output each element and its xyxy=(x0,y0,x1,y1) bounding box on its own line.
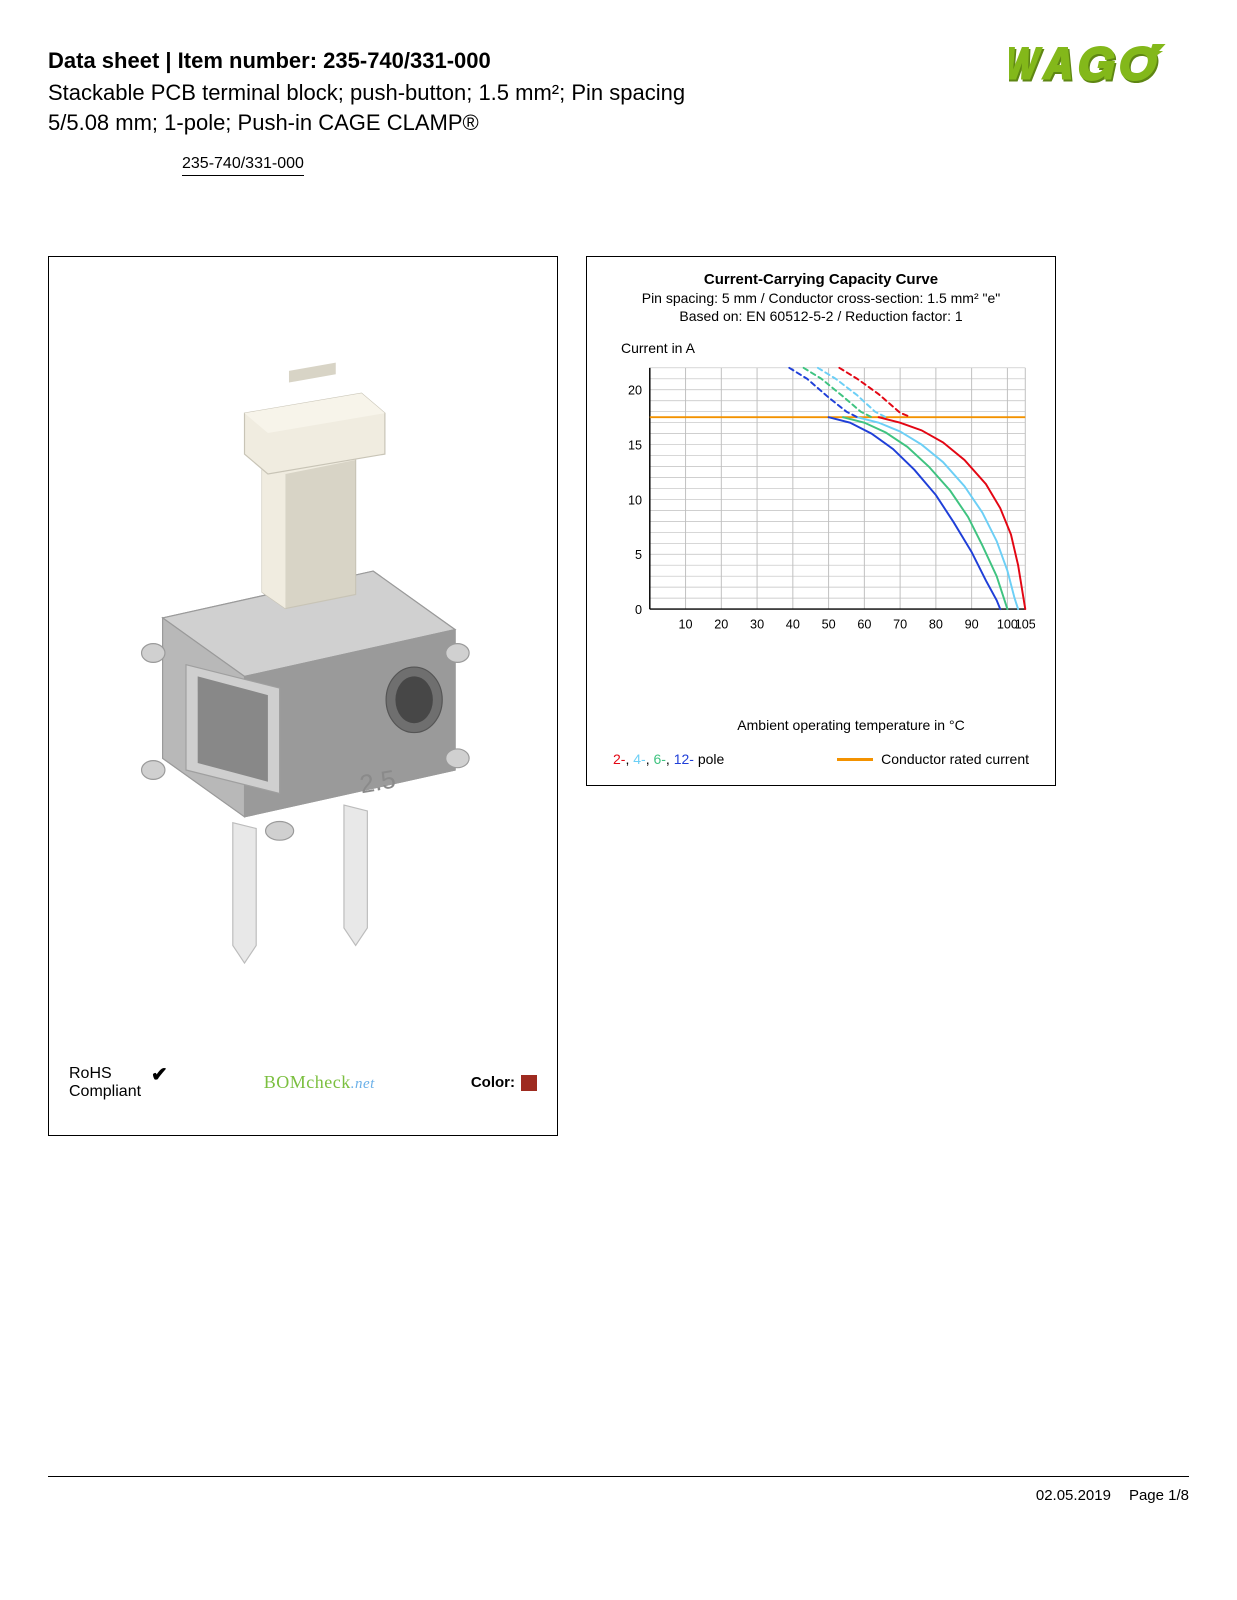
header: Data sheet | Item number: 235-740/331-00… xyxy=(48,48,1189,137)
wago-logo xyxy=(1009,42,1189,92)
color-swatch xyxy=(521,1075,537,1091)
svg-text:20: 20 xyxy=(628,384,642,398)
rohs-text: RoHS Compliant xyxy=(69,1065,141,1102)
title-label: Item number: xyxy=(178,48,317,73)
page-footer: 02.05.2019 Page 1/8 xyxy=(48,1476,1189,1504)
chart-y-axis-label: Current in A xyxy=(621,340,1035,356)
title-prefix: Data sheet xyxy=(48,48,159,73)
legend-poles: 2-, 4-, 6-, 12- pole xyxy=(613,751,724,767)
title-sep: | xyxy=(159,48,177,73)
svg-text:60: 60 xyxy=(857,618,871,632)
legend-rated-line-icon xyxy=(837,758,873,761)
item-number-link[interactable]: 235-740/331-000 xyxy=(182,155,304,176)
chart-subtitle-1: Pin spacing: 5 mm / Conductor cross-sect… xyxy=(607,290,1035,306)
svg-text:20: 20 xyxy=(714,618,728,632)
header-text-block: Data sheet | Item number: 235-740/331-00… xyxy=(48,48,979,137)
rohs-line1: RoHS xyxy=(69,1065,112,1082)
title-item-number: 235-740/331-000 xyxy=(323,48,491,73)
svg-text:50: 50 xyxy=(822,618,836,632)
svg-text:70: 70 xyxy=(893,618,907,632)
svg-text:0: 0 xyxy=(635,603,642,617)
rohs-badge: RoHS Compliant ✔ xyxy=(69,1065,168,1102)
chart-x-axis-label: Ambient operating temperature in °C xyxy=(607,717,1035,733)
color-label: Color: xyxy=(471,1074,515,1091)
page-title: Data sheet | Item number: 235-740/331-00… xyxy=(48,48,979,74)
legend-pole-suffix: pole xyxy=(694,751,724,767)
footer-date: 02.05.2019 xyxy=(1036,1487,1111,1504)
svg-text:90: 90 xyxy=(965,618,979,632)
legend-pole-6: 6- xyxy=(653,751,665,767)
footer-page: Page 1/8 xyxy=(1129,1487,1189,1504)
product-panel-footer: RoHS Compliant ✔ BOMcheck.net Color: xyxy=(49,1049,557,1136)
content-panels: 2.5 RoHS Compliant ✔ BOMcheck.net Color:… xyxy=(48,256,1189,1136)
color-indicator: Color: xyxy=(471,1074,537,1091)
svg-text:15: 15 xyxy=(628,439,642,453)
svg-text:5: 5 xyxy=(635,548,642,562)
svg-text:2.5: 2.5 xyxy=(358,766,398,800)
svg-text:10: 10 xyxy=(679,618,693,632)
rohs-line2: Compliant xyxy=(69,1083,141,1100)
legend-rated-current: Conductor rated current xyxy=(837,751,1029,767)
chart-legend: 2-, 4-, 6-, 12- pole Conductor rated cur… xyxy=(607,751,1035,767)
svg-text:10: 10 xyxy=(628,494,642,508)
product-illustration: 2.5 xyxy=(49,257,557,1048)
bomcheck-main: BOMcheck xyxy=(264,1072,351,1092)
chart-panel: Current-Carrying Capacity Curve Pin spac… xyxy=(586,256,1056,786)
bomcheck-logo: BOMcheck.net xyxy=(264,1072,375,1093)
legend-pole-4: 4- xyxy=(633,751,645,767)
svg-text:40: 40 xyxy=(786,618,800,632)
legend-rated-label: Conductor rated current xyxy=(881,751,1029,767)
chart-plot-area: 05101520102030405060708090100105 xyxy=(607,362,1035,711)
svg-text:105: 105 xyxy=(1015,618,1035,632)
bomcheck-suffix: .net xyxy=(351,1076,375,1092)
legend-pole-2: 2- xyxy=(613,751,625,767)
subtitle: Stackable PCB terminal block; push-butto… xyxy=(48,78,748,137)
product-image-panel: 2.5 RoHS Compliant ✔ BOMcheck.net Color: xyxy=(48,256,558,1136)
svg-text:30: 30 xyxy=(750,618,764,632)
check-icon: ✔ xyxy=(151,1065,168,1085)
chart-subtitle-2: Based on: EN 60512-5-2 / Reduction facto… xyxy=(607,308,1035,324)
svg-text:80: 80 xyxy=(929,618,943,632)
legend-pole-12: 12- xyxy=(674,751,694,767)
chart-title: Current-Carrying Capacity Curve xyxy=(607,271,1035,288)
